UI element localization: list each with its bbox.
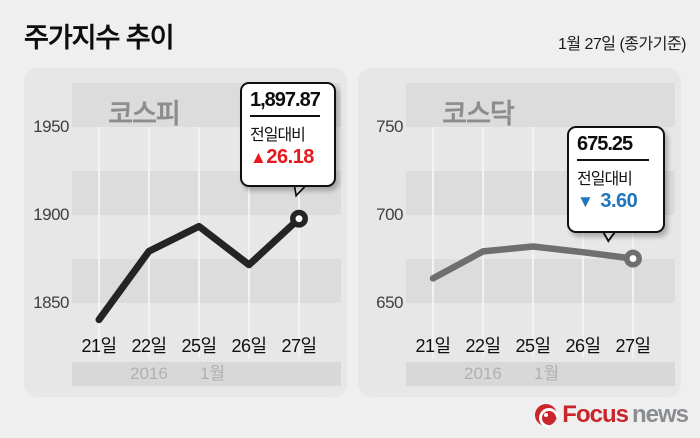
vertical-gridline — [98, 127, 100, 358]
header-date: 1월 27일 (종가기준) — [557, 36, 687, 53]
period-year: 2016 — [464, 364, 502, 383]
vertical-gridline — [432, 127, 434, 358]
kospi-change: ▲26.18 — [250, 146, 326, 169]
callout-tail-patch — [601, 224, 625, 231]
kosdaq-callout: 675.25 전일대비 ▼ 3.60 — [567, 126, 665, 233]
kospi-chart-panel: 코스피 1950 1900 1850 21일 22일 25일 26일 27일 2… — [24, 68, 347, 397]
last-point-marker — [290, 209, 308, 228]
y-axis-tick: 1900 — [33, 205, 69, 224]
brand-focus-text: Focus — [562, 401, 629, 428]
grid-band — [406, 83, 675, 127]
period-month: 1월 — [200, 364, 226, 383]
kospi-line-chart — [95, 209, 308, 324]
kospi-change-value: 26.18 — [266, 146, 314, 168]
focus-news-emblem-icon — [535, 404, 558, 426]
chart-title-kosdaq: 코스닥 — [442, 99, 515, 129]
x-axis-tick: 27일 — [615, 336, 651, 356]
kosdaq-close-value: 675.25 — [577, 133, 633, 155]
up-triangle-icon: ▲ — [250, 148, 267, 167]
x-axis-tick: 22일 — [465, 336, 501, 356]
chart-title-kospi: 코스피 — [108, 99, 181, 129]
vertical-gridline — [148, 127, 150, 358]
callout-tail-patch — [290, 178, 314, 185]
callout-label: 전일대비 — [250, 127, 306, 144]
vertical-gridline — [582, 127, 584, 358]
kosdaq-chart-panel: 코스닥 750 700 650 21일 22일 25일 26일 27일 2016… — [358, 68, 681, 397]
x-axis-tick: 26일 — [231, 336, 267, 356]
callout-divider — [577, 159, 649, 161]
kospi-close-value: 1,897.87 — [250, 89, 321, 111]
x-axis-tick: 25일 — [515, 336, 551, 356]
x-axis-tick: 26일 — [565, 336, 601, 356]
vertical-gridline — [248, 127, 250, 358]
last-point-marker — [624, 249, 642, 268]
y-axis-tick: 1850 — [33, 293, 69, 312]
kospi-callout: 1,897.87 전일대비 ▲26.18 — [240, 82, 336, 187]
period-band: 2016 1월 — [406, 362, 675, 386]
y-axis-tick: 700 — [376, 205, 403, 224]
callout-divider — [250, 115, 320, 117]
page-title: 주가지수 추이 — [24, 23, 175, 53]
x-axis-tick: 25일 — [181, 336, 217, 356]
callout-label: 전일대비 — [577, 171, 633, 188]
period-month: 1월 — [534, 364, 560, 383]
focus-news-logo: Focus news — [535, 401, 689, 428]
x-axis-tick: 27일 — [281, 336, 317, 356]
y-axis-tick: 650 — [376, 293, 403, 312]
brand-news-text: news — [631, 401, 689, 428]
x-axis-tick: 21일 — [415, 336, 451, 356]
vertical-gridline — [532, 127, 534, 358]
period-year: 2016 — [130, 364, 168, 383]
period-band: 2016 1월 — [72, 362, 341, 386]
y-axis-tick: 1950 — [33, 117, 69, 136]
down-triangle-icon: ▼ — [577, 192, 594, 211]
vertical-gridline — [632, 127, 634, 358]
x-axis-tick: 22일 — [131, 336, 167, 356]
kosdaq-line-chart — [429, 243, 642, 282]
kosdaq-change-value: 3.60 — [600, 190, 638, 212]
vertical-gridline — [298, 127, 300, 358]
vertical-gridline — [482, 127, 484, 358]
vertical-gridline — [198, 127, 200, 358]
kosdaq-change: ▼ 3.60 — [577, 190, 655, 213]
x-axis-tick: 21일 — [81, 336, 117, 356]
y-axis-tick: 750 — [376, 117, 403, 136]
